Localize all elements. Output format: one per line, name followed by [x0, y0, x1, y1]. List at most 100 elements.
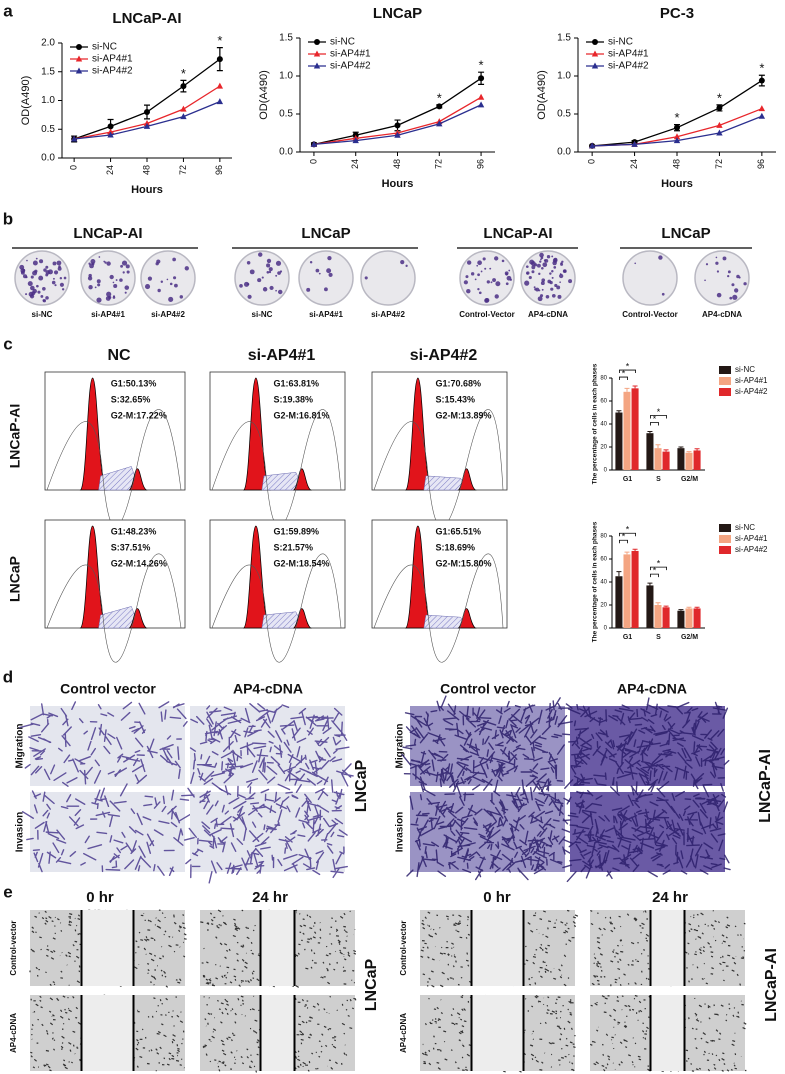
x-tick-label: 72	[434, 159, 444, 169]
colony	[554, 283, 558, 288]
g2-peak	[128, 468, 148, 491]
colony	[97, 283, 101, 287]
colony	[542, 262, 548, 268]
colony	[124, 285, 130, 290]
bar	[654, 448, 662, 470]
error-bar	[616, 410, 622, 413]
marker	[75, 55, 83, 62]
s-phase	[98, 466, 140, 491]
y-tick-label: 1.0	[279, 71, 293, 82]
dish-label: si-AP4#1	[309, 310, 343, 319]
colony	[27, 281, 33, 287]
colony	[661, 292, 665, 296]
x-tick-label: G1	[623, 634, 632, 641]
colony	[120, 264, 124, 268]
colony	[550, 287, 554, 291]
g2-peak	[292, 608, 313, 629]
colony	[36, 284, 39, 288]
significance-mark: *	[622, 532, 626, 542]
x-tick-label: 48	[392, 159, 402, 169]
s-phase	[261, 472, 305, 491]
column-title: si-AP4#2	[410, 347, 478, 364]
marker	[592, 39, 598, 45]
colony	[145, 284, 151, 290]
colony	[247, 294, 252, 299]
colony	[106, 291, 112, 297]
colony	[96, 279, 101, 284]
colony	[559, 281, 561, 284]
g1-peak	[404, 377, 434, 491]
colony	[508, 269, 511, 272]
g1-peak	[242, 525, 272, 629]
legend-swatch	[719, 377, 731, 385]
histogram-frame	[44, 519, 186, 629]
colony	[743, 282, 747, 286]
colony	[59, 282, 64, 287]
dish-label: AP4-cDNA	[702, 310, 742, 319]
marker	[588, 142, 596, 149]
y-tick-label: 80	[600, 376, 607, 382]
colony	[119, 278, 123, 282]
colony	[22, 274, 28, 279]
row-title: AP4-cDNA	[399, 1013, 408, 1053]
column-title: Control vector	[60, 681, 156, 697]
colony	[524, 280, 530, 286]
bar	[646, 585, 654, 628]
colony	[45, 265, 49, 269]
legend-label: si-AP4#1	[92, 54, 133, 65]
colony	[306, 287, 311, 292]
phase-stat: G2-M:18.54%	[273, 558, 329, 568]
legend-label: si-AP4#1	[735, 534, 768, 543]
colony	[549, 280, 553, 285]
x-tick-label: 72	[714, 159, 724, 169]
colony	[184, 266, 189, 271]
y-axis-label: OD(A490)	[536, 70, 548, 120]
colony	[477, 273, 480, 277]
bar	[631, 550, 639, 628]
colony	[537, 296, 543, 302]
dish-label: si-NC	[32, 310, 53, 319]
row-title: Migration	[395, 724, 406, 769]
colony	[88, 273, 92, 278]
marker	[477, 101, 485, 108]
marker	[107, 123, 114, 130]
marker	[76, 44, 82, 50]
colony	[160, 280, 164, 283]
s-phase	[423, 614, 469, 629]
colony	[494, 256, 499, 261]
colony	[45, 296, 49, 300]
colony	[405, 264, 408, 267]
phase-stat: G2-M:13.89%	[435, 410, 491, 420]
histogram-frame	[44, 371, 186, 491]
x-tick-label: G2/M	[681, 476, 698, 483]
colony	[109, 274, 114, 280]
bar	[654, 605, 662, 628]
colony	[528, 275, 532, 280]
wound-gap	[650, 910, 685, 986]
colony	[96, 297, 102, 303]
colony	[59, 276, 63, 280]
legend-label: si-AP4#2	[735, 387, 768, 396]
histogram-frame	[371, 519, 508, 629]
colony	[634, 262, 637, 265]
colony	[87, 276, 93, 281]
error-bar	[647, 430, 653, 434]
colony	[126, 270, 130, 274]
column-title: Control vector	[440, 681, 536, 697]
colony	[529, 259, 535, 265]
culture-dish	[622, 250, 678, 306]
x-tick-label: 72	[178, 165, 188, 175]
colony	[727, 275, 730, 278]
bar	[631, 388, 639, 470]
dish-label: si-AP4#2	[151, 310, 185, 319]
colony	[22, 268, 26, 272]
colony	[115, 279, 118, 281]
colony	[173, 276, 177, 280]
legend-label: si-AP4#1	[735, 376, 768, 385]
colony	[258, 252, 263, 257]
y-tick-label: 40	[600, 580, 607, 586]
row-title: Control-vector	[399, 920, 408, 975]
error-bar	[663, 449, 669, 452]
x-tick-label: 24	[105, 165, 115, 175]
colony	[505, 282, 509, 286]
